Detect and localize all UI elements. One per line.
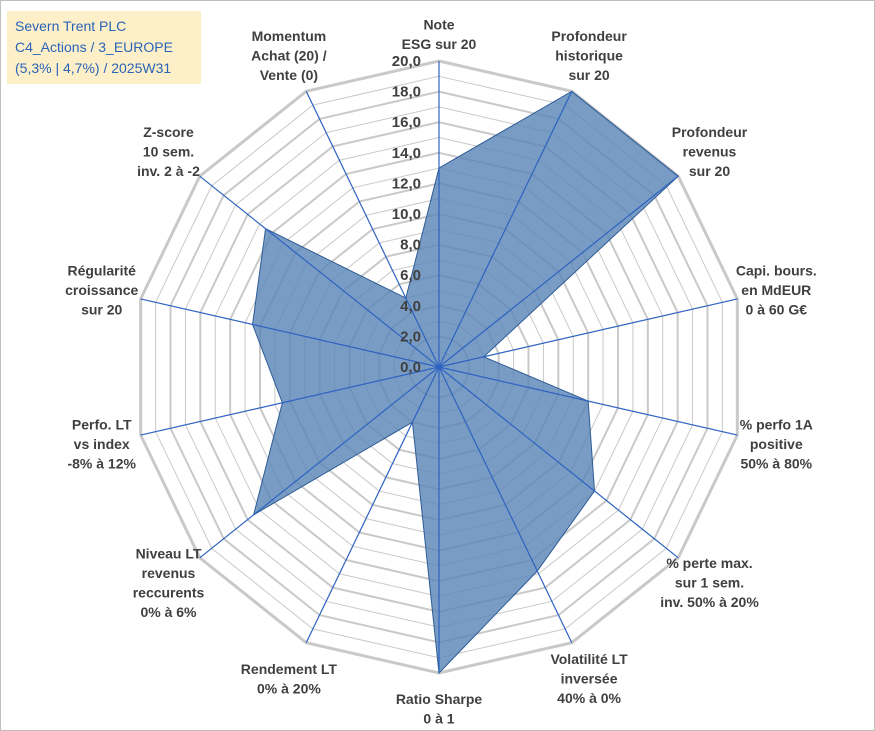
title-line-3: (5,3% | 4,7%) / 2025W31 bbox=[15, 60, 172, 76]
category-label-line: Z-score bbox=[143, 124, 194, 140]
axis-spoke bbox=[140, 366, 440, 436]
category-label-line: sur 1 sem. bbox=[675, 575, 744, 591]
category-label: % perfo 1A positive 50% à 80% bbox=[740, 417, 813, 472]
tick-label: 4,0 bbox=[400, 298, 421, 315]
category-label-line: Profondeur bbox=[551, 28, 627, 44]
category-label-line: 0% à 6% bbox=[140, 604, 197, 620]
axis-spoke bbox=[438, 366, 573, 643]
category-label-line: historique bbox=[555, 47, 623, 63]
category-label-line: Capi. bours. bbox=[736, 263, 817, 279]
category-label-line: reccurents bbox=[133, 585, 205, 601]
tick-label: 0,0 bbox=[400, 359, 421, 376]
category-label-line: sur 20 bbox=[689, 163, 730, 179]
category-label-line: sur 20 bbox=[568, 67, 609, 83]
axis-spoke bbox=[199, 366, 440, 559]
category-label-line: 0 à 60 G€ bbox=[746, 302, 808, 318]
category-label-line: Achat (20) / bbox=[251, 47, 327, 63]
category-label-line: Régularité bbox=[67, 263, 136, 279]
axis-spoke bbox=[199, 175, 440, 368]
category-label-line: positive bbox=[750, 436, 803, 452]
tick-label: 2,0 bbox=[400, 328, 421, 345]
category-label-line: 10 sem. bbox=[143, 143, 194, 159]
tick-layer: 0,0 2,0 4,0 6,0 8,0 10,0 12,0 14,0 16,0 18,0 20,0 bbox=[392, 53, 421, 376]
category-label-line: inv. 2 à -2 bbox=[137, 163, 200, 179]
axis-spoke bbox=[438, 366, 679, 559]
category-label-line: Volatilité LT bbox=[550, 651, 628, 667]
category-label-line: Niveau LT bbox=[136, 546, 202, 562]
spoke-layer bbox=[140, 61, 738, 673]
category-label-line: 0 à 1 bbox=[423, 711, 454, 727]
tick-label: 12,0 bbox=[392, 175, 421, 192]
category-label: Rendement LT 0% à 20% bbox=[241, 661, 338, 697]
tick-label: 14,0 bbox=[392, 145, 421, 162]
category-label: Régularité croissance sur 20 bbox=[65, 263, 138, 318]
axis-spoke bbox=[438, 298, 738, 368]
category-label-line: revenus bbox=[683, 143, 737, 159]
category-label-line: Profondeur bbox=[672, 124, 748, 140]
category-label-line: % perte max. bbox=[666, 555, 752, 571]
category-label-line: en MdEUR bbox=[741, 282, 811, 298]
category-label-line: 50% à 80% bbox=[740, 456, 812, 472]
category-label-line: croissance bbox=[65, 282, 138, 298]
tick-label: 16,0 bbox=[392, 114, 421, 131]
category-label-line: 40% à 0% bbox=[557, 690, 621, 706]
axis-spoke bbox=[140, 298, 440, 368]
category-label-line: Perfo. LT bbox=[72, 417, 132, 433]
category-label-line: sur 20 bbox=[81, 302, 122, 318]
category-label-line: vs index bbox=[74, 436, 130, 452]
category-label: Perfo. LT vs index -8% à 12% bbox=[67, 417, 136, 472]
category-label-line: Momentum bbox=[252, 28, 327, 44]
axis-spoke bbox=[438, 366, 738, 436]
axis-spoke bbox=[305, 91, 440, 368]
category-label-line: % perfo 1A bbox=[740, 417, 813, 433]
tick-label: 18,0 bbox=[392, 84, 421, 101]
tick-label: 20,0 bbox=[392, 53, 421, 70]
axis-spoke bbox=[438, 91, 573, 368]
category-label-line: Rendement LT bbox=[241, 661, 338, 677]
category-label-line: inversée bbox=[561, 671, 618, 687]
category-label: Note ESG sur 20 bbox=[402, 17, 477, 53]
tick-label: 6,0 bbox=[400, 267, 421, 284]
title-line-1: Severn Trent PLC bbox=[15, 18, 127, 34]
category-label: Momentum Achat (20) / Vente (0) bbox=[251, 28, 327, 83]
category-label-line: Note bbox=[423, 17, 454, 33]
category-label: Volatilité LT inversée 40% à 0% bbox=[550, 651, 628, 706]
axis-spoke bbox=[305, 366, 440, 643]
category-label: Niveau LT revenus reccurents 0% à 6% bbox=[133, 546, 205, 621]
category-label-line: revenus bbox=[142, 565, 196, 581]
category-label-line: Ratio Sharpe bbox=[396, 691, 483, 707]
label-layer: Note ESG sur 20 Profondeur historique sur 20… bbox=[65, 17, 817, 727]
category-label: Profondeur revenus sur 20 bbox=[672, 124, 748, 179]
tick-label: 10,0 bbox=[392, 206, 421, 223]
axis-spoke bbox=[438, 175, 679, 368]
category-label-line: inv. 50% à 20% bbox=[660, 594, 759, 610]
tick-label: 8,0 bbox=[400, 237, 421, 254]
category-label-line: 0% à 20% bbox=[257, 681, 321, 697]
category-label-line: Vente (0) bbox=[260, 67, 318, 83]
category-label-line: ESG sur 20 bbox=[402, 36, 477, 52]
chart-title-box: Severn Trent PLC C4_Actions / 3_EUROPE (… bbox=[7, 11, 201, 84]
category-label: % perte max. sur 1 sem. inv. 50% à 20% bbox=[660, 555, 759, 610]
category-label: Capi. bours. en MdEUR 0 à 60 G€ bbox=[736, 263, 817, 318]
title-line-2: C4_Actions / 3_EUROPE bbox=[15, 39, 173, 55]
category-label: Z-score 10 sem. inv. 2 à -2 bbox=[137, 124, 200, 179]
category-label: Profondeur historique sur 20 bbox=[551, 28, 627, 83]
category-label-line: -8% à 12% bbox=[67, 456, 136, 472]
category-label: Ratio Sharpe 0 à 1 bbox=[396, 691, 483, 727]
